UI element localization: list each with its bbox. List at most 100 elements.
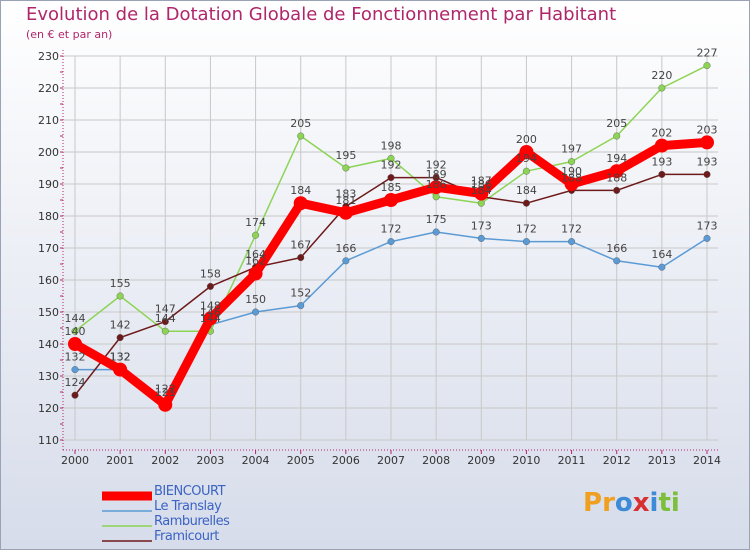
x-tick-label: 2007 xyxy=(377,454,405,467)
data-label-le-translay: 173 xyxy=(471,219,492,232)
data-label-framicourt: 184 xyxy=(516,184,537,197)
data-label-le-translay: 172 xyxy=(381,223,402,236)
x-tick-label: 2004 xyxy=(242,454,270,467)
data-label-framicourt: 158 xyxy=(200,267,221,280)
data-point-biencourt xyxy=(158,397,173,412)
data-label-ramburelles: 144 xyxy=(200,312,221,325)
data-point-ramburelles xyxy=(658,84,666,92)
data-label-ramburelles: 184 xyxy=(471,184,492,197)
data-label-biencourt: 190 xyxy=(561,165,582,178)
data-label-framicourt: 192 xyxy=(426,159,447,172)
data-point-le-translay xyxy=(252,308,260,316)
data-label-le-translay: 172 xyxy=(561,223,582,236)
data-label-biencourt: 187 xyxy=(471,175,492,188)
data-label-biencourt: 162 xyxy=(245,255,266,268)
data-point-ramburelles xyxy=(71,327,79,335)
x-tick-label: 2000 xyxy=(61,454,89,467)
logo-letter: t xyxy=(658,488,671,518)
plot-area: 110 120 130 140 150 160 170 180 190 200 210 220 230 2… xyxy=(38,47,721,542)
data-point-le-translay xyxy=(522,238,530,246)
y-tick-label: 180 xyxy=(38,210,59,223)
data-point-biencourt xyxy=(203,311,218,326)
data-point-le-translay xyxy=(71,366,79,374)
data-label-framicourt: 188 xyxy=(561,171,582,184)
data-point-biencourt xyxy=(338,205,353,220)
chart-subtitle: (en € et par an) xyxy=(26,28,113,41)
x-tick-label: 2003 xyxy=(196,454,224,467)
data-label-le-translay: 164 xyxy=(651,248,672,261)
logo-letter: P xyxy=(583,488,603,518)
data-label-biencourt: 203 xyxy=(697,123,718,136)
data-point-le-translay xyxy=(658,263,666,271)
data-point-framicourt xyxy=(297,254,305,262)
data-point-le-translay xyxy=(568,238,576,246)
data-point-biencourt xyxy=(68,337,82,351)
data-point-ramburelles xyxy=(387,154,395,162)
y-tick-label: 210 xyxy=(38,114,59,127)
data-label-ramburelles: 195 xyxy=(335,149,356,162)
data-label-biencourt: 194 xyxy=(606,152,627,165)
data-label-biencourt: 189 xyxy=(426,168,447,181)
legend-label-framicourt: Framicourt xyxy=(154,529,219,544)
data-point-framicourt xyxy=(703,170,711,178)
data-point-le-translay xyxy=(297,302,305,310)
data-point-framicourt xyxy=(387,174,395,182)
y-tick-label: 170 xyxy=(38,242,59,255)
data-label-biencourt: 200 xyxy=(516,133,537,146)
data-label-le-translay: 173 xyxy=(697,219,718,232)
legend-label-ramburelles: Ramburelles xyxy=(154,514,230,529)
data-label-framicourt: 124 xyxy=(65,376,86,389)
data-label-le-translay: 175 xyxy=(426,213,447,226)
data-label-biencourt: 181 xyxy=(335,194,356,207)
data-point-biencourt xyxy=(519,145,534,159)
data-label-framicourt: 186 xyxy=(471,178,492,191)
y-tick-label: 120 xyxy=(38,402,59,415)
data-point-framicourt xyxy=(116,334,124,342)
data-label-ramburelles: 197 xyxy=(561,143,582,156)
chart-title: Evolution de la Dotation Globale de Fonc… xyxy=(26,4,617,25)
data-label-ramburelles: 155 xyxy=(110,277,131,290)
data-label-biencourt: 140 xyxy=(65,325,86,338)
x-tick-label: 2012 xyxy=(603,454,631,467)
data-point-ramburelles xyxy=(297,132,305,140)
data-label-biencourt: 121 xyxy=(155,386,176,399)
data-label-ramburelles: 144 xyxy=(65,312,86,325)
data-label-framicourt: 164 xyxy=(245,248,266,261)
data-point-framicourt xyxy=(658,170,666,178)
data-point-ramburelles xyxy=(522,167,530,175)
x-tick-label: 2009 xyxy=(467,454,495,467)
data-point-le-translay xyxy=(477,234,485,242)
y-tick-label: 140 xyxy=(38,338,59,351)
data-label-framicourt: 167 xyxy=(290,239,311,252)
data-point-biencourt xyxy=(474,186,489,201)
y-tick-label: 130 xyxy=(38,370,59,383)
data-label-biencourt: 148 xyxy=(200,299,221,312)
proxiti-logo[interactable]: Proxiti xyxy=(583,488,680,518)
y-tick-label: 160 xyxy=(38,274,59,287)
data-point-biencourt xyxy=(564,177,579,191)
logo-letter: x xyxy=(632,488,650,518)
data-label-le-translay: 172 xyxy=(516,223,537,236)
data-label-le-translay: 152 xyxy=(290,287,311,300)
data-label-framicourt: 192 xyxy=(381,159,402,172)
data-label-le-translay: 166 xyxy=(606,242,627,255)
y-tick-label: 230 xyxy=(38,50,59,63)
data-point-framicourt xyxy=(522,199,530,207)
data-point-biencourt xyxy=(429,180,444,195)
x-tick-label: 2013 xyxy=(648,454,676,467)
x-tick-label: 2014 xyxy=(693,454,721,467)
data-point-biencourt xyxy=(700,135,714,150)
data-point-ramburelles xyxy=(613,132,621,140)
data-point-le-translay xyxy=(387,238,395,246)
x-tick-label: 2010 xyxy=(512,454,540,467)
data-point-biencourt xyxy=(384,193,398,207)
data-point-ramburelles xyxy=(568,158,576,166)
data-label-le-translay: 132 xyxy=(65,351,86,364)
data-label-ramburelles: 186 xyxy=(426,178,447,191)
data-label-framicourt: 193 xyxy=(651,155,672,168)
logo-letter: i xyxy=(670,488,680,518)
data-label-le-translay: 166 xyxy=(335,242,356,255)
data-label-ramburelles: 220 xyxy=(651,69,672,82)
data-point-biencourt xyxy=(293,196,308,211)
